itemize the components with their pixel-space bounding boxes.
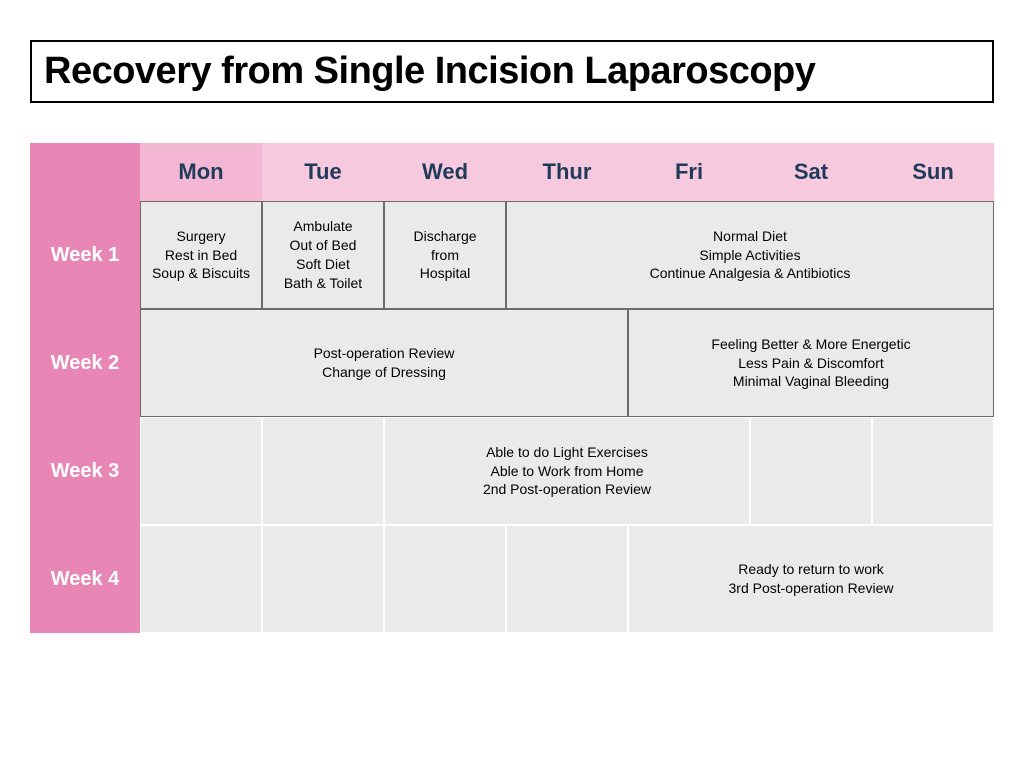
- week-4-label: Week 4: [30, 525, 140, 633]
- col-fri: Fri: [628, 143, 750, 201]
- page-title: Recovery from Single Incision Laparoscop…: [44, 50, 980, 93]
- w4-tue-cell: [262, 525, 384, 633]
- cell-line: Change of Dressing: [149, 363, 619, 382]
- cell-line: 3rd Post-operation Review: [637, 579, 985, 598]
- w1-thu-sun-cell: Normal Diet Simple Activities Continue A…: [506, 201, 994, 309]
- cell-line: 2nd Post-operation Review: [393, 480, 741, 499]
- col-tue: Tue: [262, 143, 384, 201]
- w4-wed-cell: [384, 525, 506, 633]
- col-thu: Thur: [506, 143, 628, 201]
- w3-sun-cell: [872, 417, 994, 525]
- cell-line: Simple Activities: [515, 246, 985, 265]
- cell-line: Normal Diet: [515, 227, 985, 246]
- cell-line: Feeling Better & More Energetic: [637, 335, 985, 354]
- cell-line: Minimal Vaginal Bleeding: [637, 372, 985, 391]
- week-2-label: Week 2: [30, 309, 140, 417]
- col-sat: Sat: [750, 143, 872, 201]
- w4-fri-sun-cell: Ready to return to work 3rd Post-operati…: [628, 525, 994, 633]
- w4-thu-cell: [506, 525, 628, 633]
- w1-wed-cell: Discharge from Hospital: [384, 201, 506, 309]
- w1-mon-cell: Surgery Rest in Bed Soup & Biscuits: [140, 201, 262, 309]
- cell-line: Soup & Biscuits: [149, 264, 253, 283]
- cell-line: Discharge: [393, 227, 497, 246]
- w1-tue-cell: Ambulate Out of Bed Soft Diet Bath & Toi…: [262, 201, 384, 309]
- row-week-4: Week 4 Ready to return to work 3rd Post-…: [30, 525, 994, 633]
- cell-line: Surgery: [149, 227, 253, 246]
- header-row: Mon Tue Wed Thur Fri Sat Sun: [30, 143, 994, 201]
- cell-line: Ambulate: [271, 217, 375, 236]
- w3-wed-fri-cell: Able to do Light Exercises Able to Work …: [384, 417, 750, 525]
- cell-line: Rest in Bed: [149, 246, 253, 265]
- cell-line: Out of Bed: [271, 236, 375, 255]
- w2-fri-sun-cell: Feeling Better & More Energetic Less Pai…: [628, 309, 994, 417]
- cell-line: Soft Diet: [271, 255, 375, 274]
- cell-line: Continue Analgesia & Antibiotics: [515, 264, 985, 283]
- w3-tue-cell: [262, 417, 384, 525]
- week-1-label: Week 1: [30, 201, 140, 309]
- cell-line: Ready to return to work: [637, 560, 985, 579]
- header-corner: [30, 143, 140, 201]
- cell-line: Able to Work from Home: [393, 462, 741, 481]
- recovery-schedule-table: Mon Tue Wed Thur Fri Sat Sun Week 1 Surg…: [30, 143, 994, 633]
- cell-line: Bath & Toilet: [271, 274, 375, 293]
- cell-line: Able to do Light Exercises: [393, 443, 741, 462]
- cell-line: from: [393, 246, 497, 265]
- row-week-2: Week 2 Post-operation Review Change of D…: [30, 309, 994, 417]
- week-3-label: Week 3: [30, 417, 140, 525]
- row-week-1: Week 1 Surgery Rest in Bed Soup & Biscui…: [30, 201, 994, 309]
- cell-line: Hospital: [393, 264, 497, 283]
- w3-sat-cell: [750, 417, 872, 525]
- cell-line: Less Pain & Discomfort: [637, 354, 985, 373]
- col-mon: Mon: [140, 143, 262, 201]
- col-wed: Wed: [384, 143, 506, 201]
- w2-mon-thu-cell: Post-operation Review Change of Dressing: [140, 309, 628, 417]
- col-sun: Sun: [872, 143, 994, 201]
- title-container: Recovery from Single Incision Laparoscop…: [30, 40, 994, 103]
- w4-mon-cell: [140, 525, 262, 633]
- cell-line: Post-operation Review: [149, 344, 619, 363]
- row-week-3: Week 3 Able to do Light Exercises Able t…: [30, 417, 994, 525]
- w3-mon-cell: [140, 417, 262, 525]
